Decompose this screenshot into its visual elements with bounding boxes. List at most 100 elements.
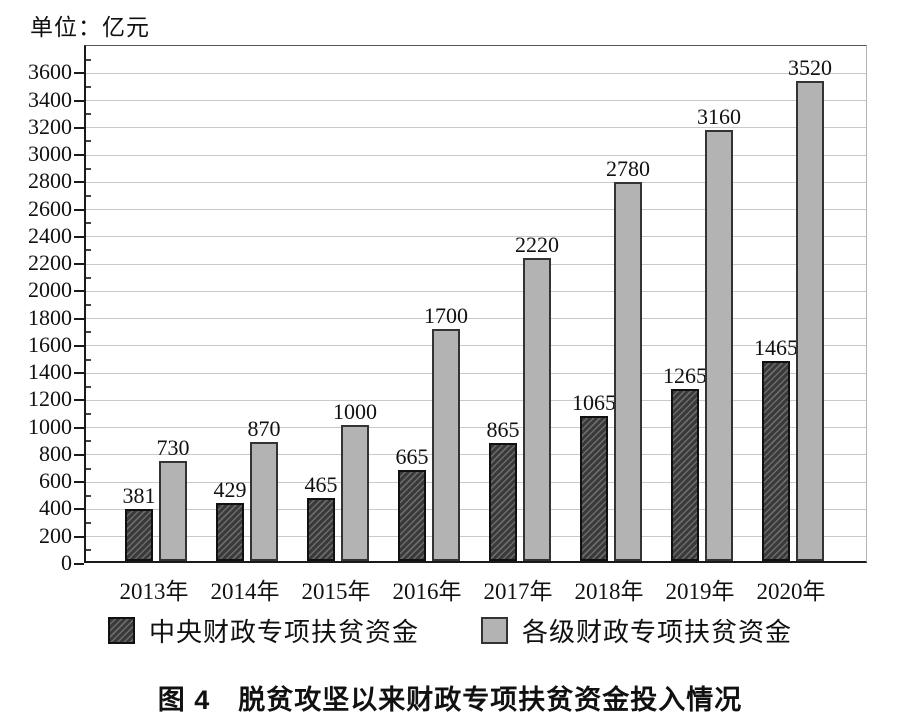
bar-value-label: 1065: [572, 390, 616, 415]
y-axis-label: 2800: [28, 168, 72, 194]
legend: 中央财政专项扶贫资金 各级财政专项扶贫资金: [0, 612, 900, 649]
gridline: [86, 345, 866, 347]
y-major-tick: [74, 508, 84, 511]
y-major-tick: [74, 208, 84, 211]
y-major-tick: [74, 263, 84, 266]
gridline: [86, 127, 866, 129]
y-axis-label: 1400: [28, 359, 72, 385]
y-minor-tick: [86, 385, 91, 388]
y-axis-label: 3000: [28, 141, 72, 167]
x-axis-label: 2013年: [119, 579, 189, 604]
y-minor-tick: [86, 276, 91, 279]
x-axis-label: 2016年: [392, 579, 462, 604]
legend-label: 中央财政专项扶贫资金: [148, 618, 419, 647]
unit-label: 单位：亿元: [30, 15, 150, 40]
bar-value-label: 1465: [754, 335, 798, 360]
gridline: [86, 508, 866, 510]
bar-all-levels-fiscal: [523, 258, 551, 561]
bar-all-levels-fiscal: [705, 130, 733, 561]
gridline: [86, 481, 866, 483]
y-axis-label: 1800: [28, 304, 72, 330]
y-major-tick: [74, 235, 84, 238]
y-minor-tick: [86, 58, 91, 61]
y-major-tick: [74, 99, 84, 102]
x-axis-label: 2018年: [574, 579, 644, 604]
y-axis-label: 200: [39, 522, 72, 548]
y-major-tick: [74, 535, 84, 538]
x-axis-label: 2019年: [665, 579, 735, 604]
y-axis-label: 2000: [28, 277, 72, 303]
bar-all-levels-fiscal: [159, 461, 187, 561]
bar-central-fiscal: [216, 503, 244, 561]
y-major-tick: [74, 317, 84, 320]
y-major-tick: [74, 344, 84, 347]
y-minor-tick: [86, 222, 91, 225]
y-axis-label: 600: [39, 468, 72, 494]
y-major-tick: [74, 453, 84, 456]
gridline: [86, 154, 866, 156]
y-minor-tick: [86, 331, 91, 334]
bar-all-levels-fiscal: [341, 425, 369, 561]
y-axis-label: 3200: [28, 113, 72, 139]
y-major-tick: [74, 426, 84, 429]
bar-all-levels-fiscal: [432, 329, 460, 561]
bar-central-fiscal: [580, 416, 608, 561]
y-axis-label: 3600: [28, 59, 72, 85]
y-axis-label: 1000: [28, 413, 72, 439]
gridline: [86, 263, 866, 265]
y-axis-label: 800: [39, 440, 72, 466]
gridline: [86, 454, 866, 456]
y-minor-tick: [86, 467, 91, 470]
y-minor-tick: [86, 113, 91, 116]
x-axis-label: 2020年: [756, 579, 826, 604]
y-major-tick: [74, 126, 84, 129]
y-axis-label: 1200: [28, 386, 72, 412]
y-axis-label: 2400: [28, 222, 72, 248]
legend-swatch-central-fiscal-icon: [107, 617, 135, 644]
y-major-tick: [74, 181, 84, 184]
y-minor-tick: [86, 522, 91, 525]
y-minor-tick: [86, 494, 91, 497]
y-minor-tick: [86, 413, 91, 416]
y-minor-tick: [86, 167, 91, 170]
gridline: [86, 318, 866, 320]
y-major-tick: [74, 72, 84, 75]
bar-value-label: 3520: [788, 55, 832, 80]
gridline: [86, 181, 866, 183]
plot-area: 381 730 429 870 465 1000 665 1700 865 2220 1065 278…: [74, 45, 867, 565]
gridline: [86, 72, 866, 74]
y-minor-tick: [86, 249, 91, 252]
y-minor-tick: [86, 358, 91, 361]
bar-value-label: 381: [122, 483, 156, 508]
bar-central-fiscal: [671, 389, 699, 561]
bar-central-fiscal: [762, 361, 790, 561]
bar-central-fiscal: [489, 443, 517, 561]
legend-swatch-all-levels-fiscal-icon: [481, 617, 508, 644]
bar-central-fiscal: [398, 470, 426, 561]
y-axis-label: 400: [39, 495, 72, 521]
bar-value-label: 1000: [333, 399, 377, 424]
y-minor-tick: [86, 440, 91, 443]
y-axis-label: 1600: [28, 331, 72, 357]
y-axis-label: 2600: [28, 195, 72, 221]
y-axis-label: 3400: [28, 86, 72, 112]
bar-value-label: 3160: [697, 104, 741, 129]
gridline: [86, 536, 866, 538]
bar-value-label: 665: [395, 444, 429, 469]
x-axis-label: 2014年: [210, 579, 280, 604]
x-axis-label: 2017年: [483, 579, 553, 604]
bar-central-fiscal: [307, 498, 335, 561]
x-axis-label: 2015年: [301, 579, 371, 604]
legend-label: 各级财政专项扶贫资金: [522, 618, 793, 647]
y-axis-label: 0: [61, 550, 72, 575]
y-major-tick: [74, 372, 84, 375]
y-axis-label: 2200: [28, 250, 72, 276]
y-major-tick: [74, 481, 84, 484]
y-major-tick: [74, 154, 84, 157]
legend-item-all-levels-fiscal: 各级财政专项扶贫资金: [481, 612, 792, 649]
y-major-tick: [74, 290, 84, 293]
y-minor-tick: [86, 140, 91, 143]
bar-all-levels-fiscal: [250, 442, 278, 561]
bar-value-label: 870: [247, 416, 281, 441]
